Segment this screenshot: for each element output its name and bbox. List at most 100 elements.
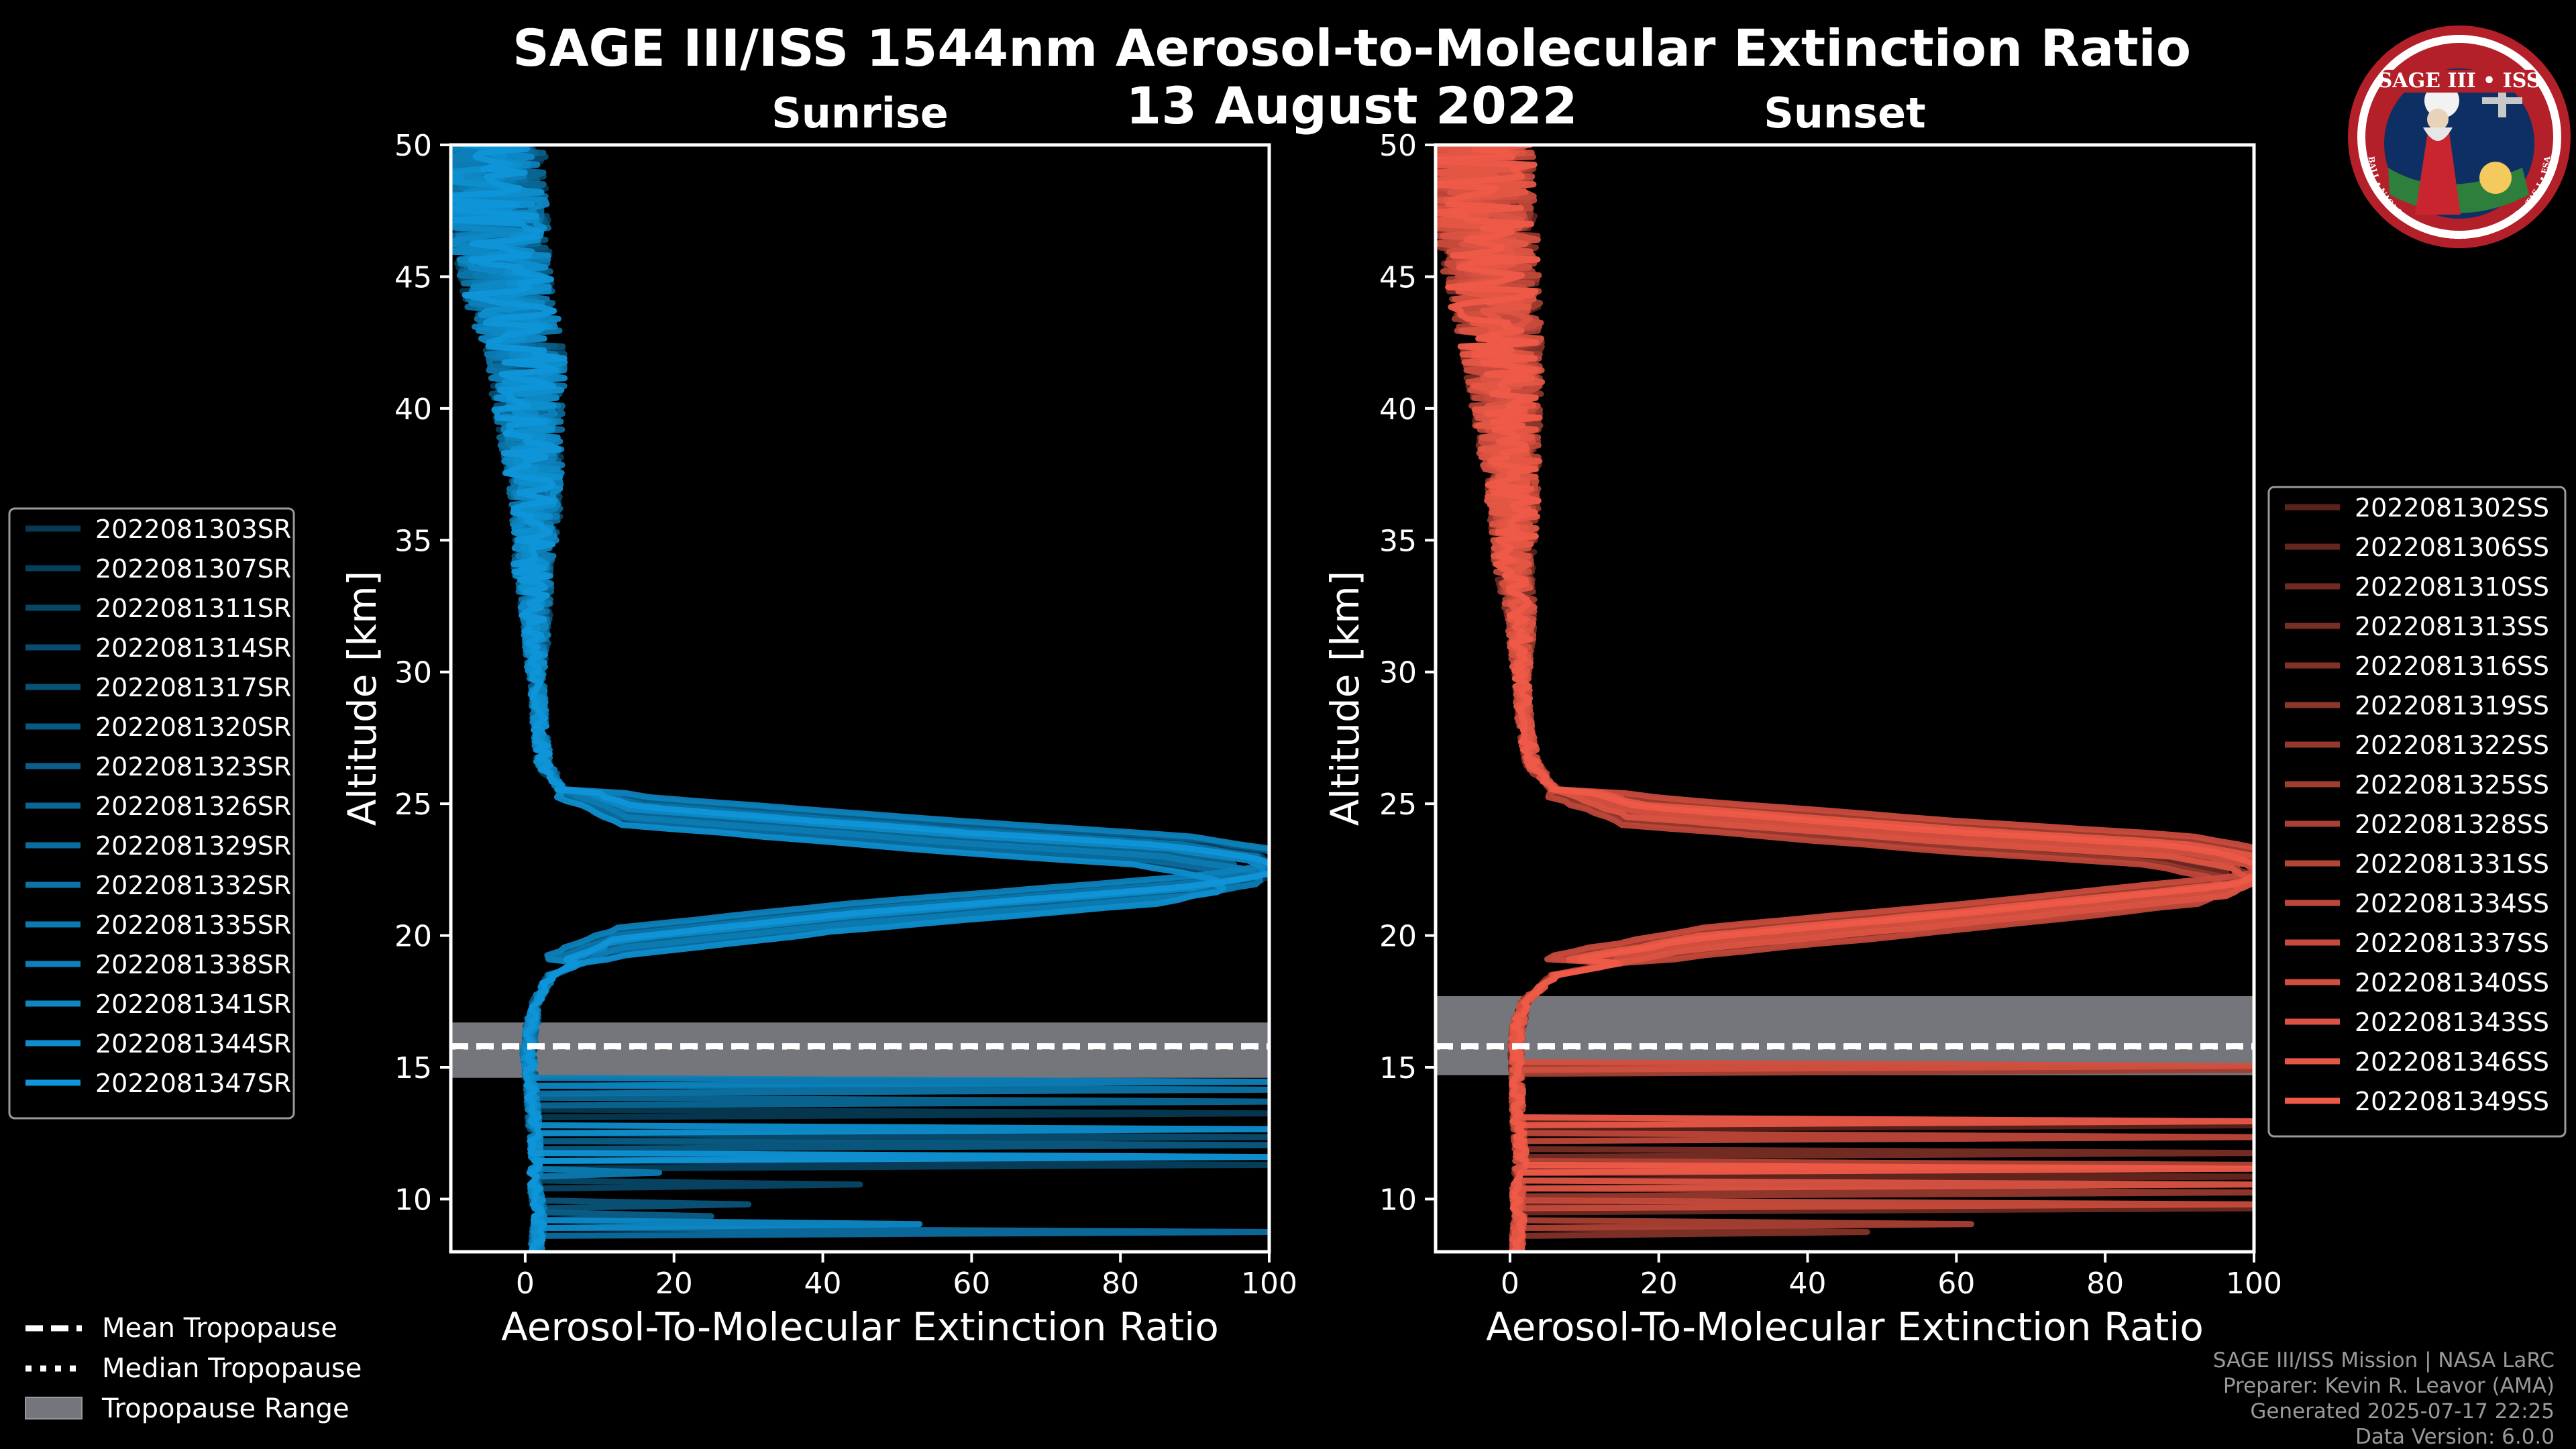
ss-legend-entry: 2022081319SS — [2355, 691, 2549, 720]
series-line-2022081340SS — [1436, 145, 2254, 1252]
sage-mission-patch-logo: SAGE III • ISS BALL • NASA LANGLEY RESEA… — [2348, 25, 2571, 248]
sunrise-y-axis-label: Altitude [km] — [339, 571, 385, 826]
ss-x-tick-label: 80 — [2086, 1267, 2124, 1301]
series-line-2022081313SS — [1436, 145, 2254, 1252]
ss-legend-entry: 2022081328SS — [2355, 810, 2549, 839]
ss-x-tick-label: 60 — [1937, 1267, 1975, 1301]
ss-y-tick-label: 20 — [1379, 920, 1417, 954]
series-line-2022081302SS — [1436, 145, 2254, 1252]
tropopause-legend: Mean Tropopause Median Tropopause Tropop… — [25, 1313, 362, 1424]
sr-legend-entry: 2022081326SR — [95, 792, 291, 821]
series-line-2022081331SS — [1436, 145, 2254, 1252]
series-line-2022081316SS — [1436, 145, 2253, 1252]
ss-legend-entry: 2022081340SS — [2355, 968, 2549, 998]
sunset-legend: 2022081302SS 2022081306SS 2022081310SS 2022… — [2267, 486, 2567, 1138]
credits: SAGE III/ISS Mission | NASA LaRC Prepare… — [2213, 1348, 2555, 1449]
figure-date: 13 August 2022 — [1126, 76, 1577, 136]
sr-x-tick-label: 40 — [804, 1267, 842, 1301]
sr-x-tick-label: 80 — [1102, 1267, 1139, 1301]
sr-y-tick-label: 10 — [394, 1183, 432, 1217]
series-line-2022081349SS — [1436, 145, 2254, 1252]
credit-data-version: Data Version: 6.0.0 — [2355, 1425, 2555, 1449]
series-line-2022081346SS — [1436, 145, 2254, 1252]
sr-tropopause-band — [451, 1022, 1269, 1078]
ss-y-tick-label: 50 — [1379, 129, 1417, 163]
ss-y-tick-label: 40 — [1379, 392, 1417, 427]
sr-legend-entry: 2022081335SR — [95, 910, 291, 940]
sr-legend-entry: 2022081307SR — [95, 554, 291, 584]
sr-y-tick-label: 40 — [394, 392, 432, 427]
tropopause-range-swatch — [25, 1397, 83, 1419]
sr-y-tick-label: 50 — [394, 129, 432, 163]
sr-y-tick-label: 20 — [394, 920, 432, 954]
sr-legend-entry: 2022081347SR — [95, 1069, 291, 1098]
ss-legend-entry: 2022081313SS — [2355, 612, 2549, 641]
ss-legend-entry: 2022081331SS — [2355, 849, 2549, 879]
sr-legend-entry: 2022081329SR — [95, 831, 291, 861]
sr-legend-entry: 2022081332SR — [95, 871, 291, 900]
ss-y-tick-label: 35 — [1379, 524, 1417, 558]
ss-legend-entry: 2022081302SS — [2355, 493, 2549, 523]
ss-legend-entry: 2022081337SS — [2355, 928, 2549, 958]
ss-y-tick-label: 30 — [1379, 656, 1417, 690]
tropopause-range-label: Tropopause Range — [101, 1393, 350, 1424]
ss-legend-entry: 2022081316SS — [2355, 651, 2549, 681]
sr-x-tick-label: 0 — [516, 1267, 535, 1301]
logo-text: SAGE III • ISS — [2378, 69, 2541, 93]
ss-x-tick-label: 100 — [2226, 1267, 2282, 1301]
sr-legend-entry: 2022081344SR — [95, 1029, 291, 1059]
ss-legend-entry: 2022081310SS — [2355, 572, 2549, 602]
series-line-2022081328SS — [1436, 145, 2249, 1252]
series-line-2022081325SS — [1436, 145, 2254, 1252]
series-line-2022081347SR — [451, 145, 1269, 1252]
sunrise-tropopause-range — [451, 1022, 1269, 1078]
credit-generated: Generated 2025-07-17 22:25 — [2250, 1399, 2555, 1424]
sr-legend-entry: 2022081303SR — [95, 515, 291, 544]
figure-title: SAGE III/ISS 1544nm Aerosol-to-Molecular… — [513, 18, 2191, 78]
sunrise-x-axis-label: Aerosol-To-Molecular Extinction Ratio — [501, 1304, 1219, 1350]
ss-y-tick-label: 10 — [1379, 1183, 1417, 1217]
ss-x-tick-label: 40 — [1789, 1267, 1827, 1301]
series-line-2022081334SS — [1436, 145, 2254, 1252]
ss-y-tick-label: 15 — [1379, 1051, 1417, 1085]
mean-tropopause-label: Mean Tropopause — [102, 1313, 337, 1344]
ss-legend-entry: 2022081325SS — [2355, 770, 2549, 800]
sr-y-tick-label: 25 — [394, 788, 432, 822]
sunset-y-axis-label: Altitude [km] — [1322, 571, 1368, 826]
sr-y-tick-label: 30 — [394, 656, 432, 690]
series-line-2022081343SS — [1436, 145, 2254, 1252]
ss-x-tick-label: 20 — [1640, 1267, 1678, 1301]
series-line-2022081306SS — [1436, 145, 2254, 1252]
sr-legend-entry: 2022081311SR — [95, 594, 291, 623]
series-line-2022081310SS — [1436, 145, 2254, 1252]
ss-y-tick-label: 45 — [1379, 260, 1417, 294]
sr-legend-entry: 2022081317SR — [95, 673, 291, 702]
sr-x-tick-label: 20 — [655, 1267, 693, 1301]
ss-legend-entry: 2022081334SS — [2355, 889, 2549, 918]
sr-legend-entry: 2022081338SR — [95, 950, 291, 979]
sunrise-panel-title: Sunrise — [771, 89, 949, 138]
series-line-2022081337SS — [1436, 145, 2254, 1252]
sr-y-tick-label: 45 — [394, 260, 432, 294]
ss-legend-entry: 2022081343SS — [2355, 1008, 2549, 1037]
sr-legend-entry: 2022081314SR — [95, 633, 291, 663]
sunset-chart: 0 20 40 60 80 100 10 15 20 25 30 35 40 45 50 Aerosol-T… — [1322, 129, 2282, 1350]
ss-y-tick-label: 25 — [1379, 788, 1417, 822]
ss-legend-box — [2267, 486, 2567, 1138]
sr-legend-entry: 2022081320SR — [95, 712, 291, 742]
credit-mission: SAGE III/ISS Mission | NASA LaRC — [2213, 1348, 2555, 1373]
ss-legend-entry: 2022081349SS — [2355, 1087, 2549, 1116]
sr-legend-entry: 2022081323SR — [95, 752, 291, 782]
credit-preparer: Preparer: Kevin R. Leavor (AMA) — [2223, 1374, 2555, 1398]
sunset-x-axis-label: Aerosol-To-Molecular Extinction Ratio — [1486, 1304, 2204, 1350]
sr-x-tick-label: 60 — [953, 1267, 990, 1301]
ss-legend-entry: 2022081322SS — [2355, 731, 2549, 760]
sr-x-tick-label: 100 — [1241, 1267, 1297, 1301]
sunrise-plot-frame — [449, 143, 1271, 1254]
series-line-2022081338SR — [451, 145, 1269, 1252]
ss-legend-entry: 2022081306SS — [2355, 533, 2549, 562]
sunset-plot-frame — [1434, 143, 2256, 1254]
sunset-panel-title: Sunset — [1764, 89, 1926, 138]
sr-y-tick-label: 15 — [394, 1051, 432, 1085]
